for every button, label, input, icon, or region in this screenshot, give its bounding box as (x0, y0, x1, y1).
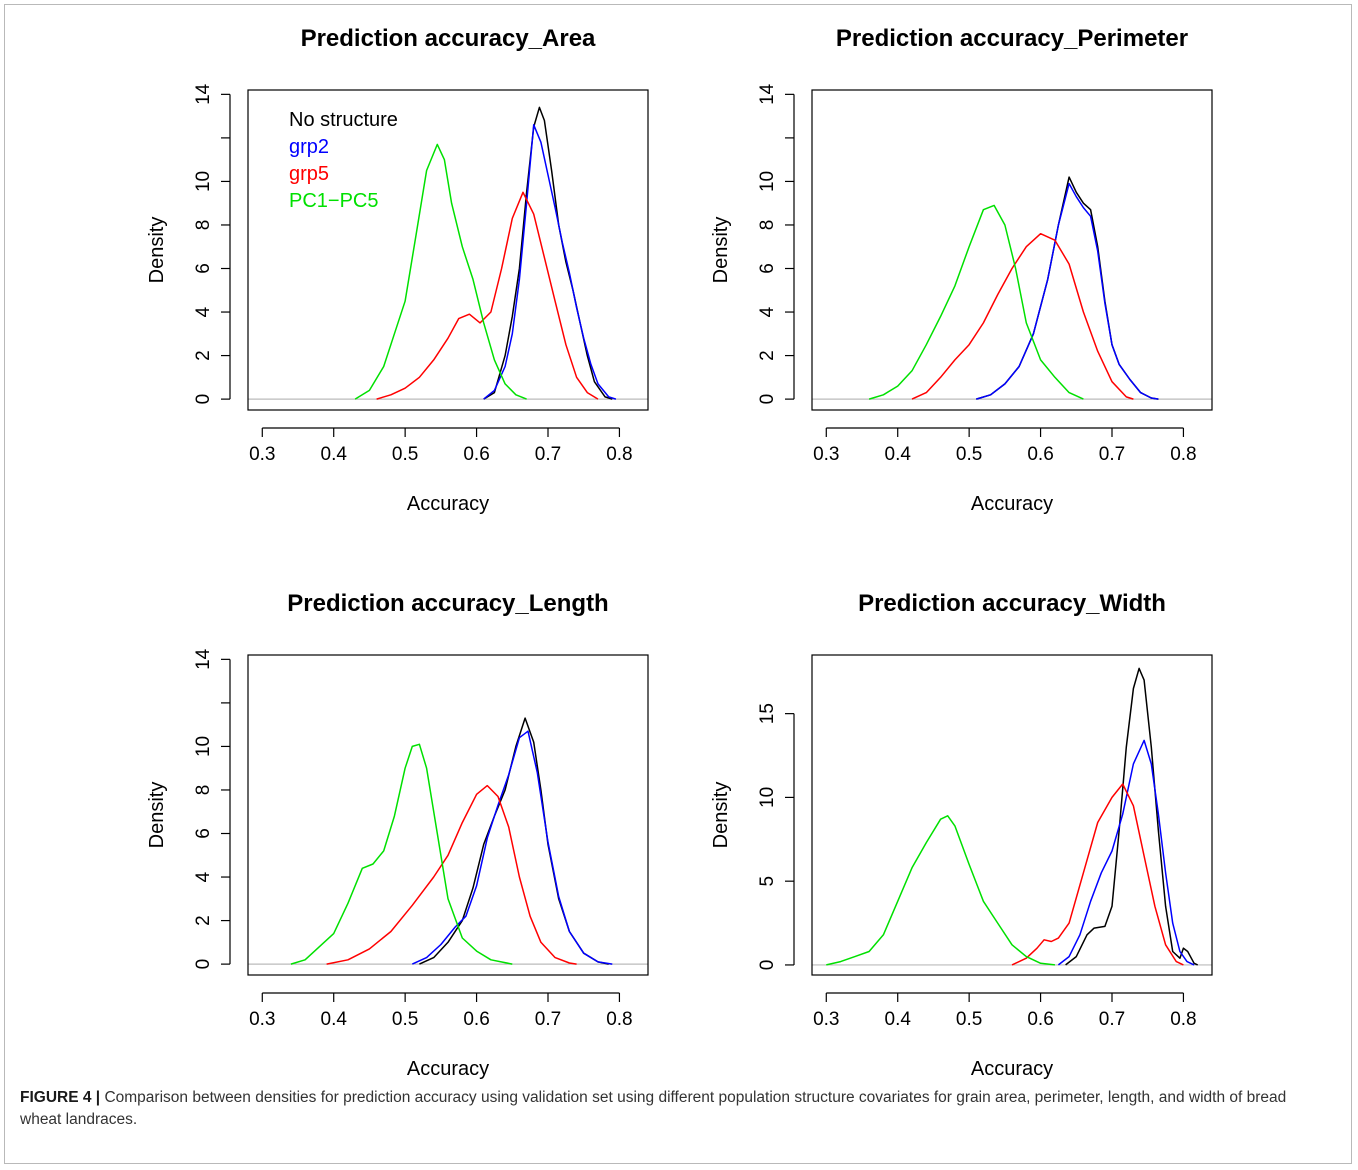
series-line-pc1-pc5 (868, 204, 1084, 400)
chart-panel-3: Prediction accuracy_Length 0.3 0.4 0.5 0.6 0.… (146, 590, 649, 1080)
x-tick-label: 0.8 (606, 1009, 632, 1030)
chart-panel-4: Prediction accuracy_Width 0.3 0.4 0.5 0.6 0.7… (710, 590, 1213, 1080)
x-tick-label: 0.8 (606, 444, 632, 465)
x-tick-label: 0.4 (885, 1009, 912, 1030)
y-tick-label: 14 (757, 83, 778, 105)
y-tick-label: 0 (757, 394, 778, 405)
y-tick-label: 6 (193, 828, 214, 839)
y-tick-label: 8 (193, 785, 214, 796)
x-tick-label: 0.3 (813, 444, 839, 465)
chart-panel-2: Prediction accuracy_Perimeter 0.3 0.4 0.5 0.… (710, 25, 1213, 515)
x-tick-label: 0.6 (463, 444, 489, 465)
series-line-grp2 (976, 182, 1159, 400)
x-tick-label: 0.4 (321, 1009, 348, 1030)
y-axis-label: Density (710, 217, 732, 284)
y-axis-label: Density (146, 217, 168, 284)
series-line-grp2 (1057, 739, 1195, 966)
series-line-pc1-pc5 (290, 743, 513, 965)
series-line-pc1-pc5 (826, 815, 1055, 966)
y-tick-label: 15 (757, 703, 778, 724)
x-tick-label: 0.7 (1099, 1009, 1125, 1030)
series-line-no-structure (976, 176, 1159, 400)
y-tick-label: 5 (757, 876, 778, 887)
y-tick-label: 10 (757, 787, 778, 808)
series-line-no-structure (483, 106, 613, 400)
plot-frame (247, 654, 649, 976)
y-tick-label: 0 (193, 959, 214, 970)
x-tick-label: 0.8 (1170, 1009, 1196, 1030)
x-tick-label: 0.6 (1027, 1009, 1053, 1030)
y-axis-label: Density (146, 782, 168, 849)
y-tick-label: 10 (757, 171, 778, 192)
series-line-grp2 (483, 124, 617, 400)
y-tick-label: 2 (193, 350, 214, 361)
y-tick-label: 0 (757, 960, 778, 971)
chart-title: Prediction accuracy_Width (858, 590, 1166, 617)
x-tick-label: 0.8 (1170, 444, 1196, 465)
figure-plots: Prediction accuracy_Area 0.3 0.4 0.5 0.6 0.7 0… (146, 25, 1213, 1080)
legend-entry: PC1−PC5 (289, 190, 379, 212)
series-line-grp5 (326, 784, 577, 965)
y-tick-label: 6 (757, 263, 778, 274)
x-axis-label: Accuracy (407, 493, 489, 515)
y-tick-label: 10 (193, 171, 214, 192)
x-tick-label: 0.6 (1027, 444, 1053, 465)
y-tick-label: 4 (193, 871, 214, 882)
x-tick-label: 0.5 (956, 1009, 982, 1030)
plot-frame (247, 89, 649, 411)
chart-title: Prediction accuracy_Perimeter (836, 25, 1188, 52)
y-tick-label: 4 (193, 306, 214, 317)
y-tick-label: 14 (193, 648, 214, 670)
x-tick-label: 0.6 (463, 1009, 489, 1030)
series-line-grp2 (411, 730, 613, 965)
y-tick-label: 8 (757, 220, 778, 231)
chart-panel-1: Prediction accuracy_Area 0.3 0.4 0.5 0.6 0.7 0… (146, 25, 649, 515)
plot-frame (811, 654, 1213, 976)
y-tick-label: 8 (193, 220, 214, 231)
series-line-pc1-pc5 (354, 143, 527, 400)
legend-entry: grp5 (289, 163, 329, 185)
x-tick-label: 0.4 (885, 444, 912, 465)
figure-caption: FIGURE 4 | Comparison between densities … (20, 1087, 1320, 1131)
x-tick-label: 0.3 (249, 444, 275, 465)
caption-label: FIGURE 4 | (20, 1089, 101, 1106)
x-tick-label: 0.5 (392, 1009, 418, 1030)
y-tick-label: 10 (193, 736, 214, 757)
y-tick-label: 14 (193, 83, 214, 105)
x-tick-label: 0.7 (535, 444, 561, 465)
x-axis-label: Accuracy (407, 1058, 489, 1080)
x-tick-label: 0.5 (956, 444, 982, 465)
y-axis-label: Density (710, 782, 732, 849)
x-tick-label: 0.3 (249, 1009, 275, 1030)
series-line-no-structure (1065, 667, 1199, 966)
caption-text: Comparison between densities for predict… (20, 1089, 1287, 1128)
legend: No structure grp2 grp5 PC1−PC5 (289, 109, 398, 212)
y-tick-label: 6 (193, 263, 214, 274)
y-tick-label: 4 (757, 306, 778, 317)
y-tick-label: 0 (193, 394, 214, 405)
x-tick-label: 0.5 (392, 444, 418, 465)
chart-title: Prediction accuracy_Area (301, 25, 596, 52)
x-tick-label: 0.7 (1099, 444, 1125, 465)
legend-entry: No structure (289, 109, 398, 131)
y-tick-label: 2 (193, 915, 214, 926)
y-tick-label: 2 (757, 350, 778, 361)
figure-frame (4, 4, 1352, 1164)
chart-title: Prediction accuracy_Length (287, 590, 608, 617)
x-axis-label: Accuracy (971, 1058, 1053, 1080)
plot-frame (811, 89, 1213, 411)
series-line-grp5 (1011, 783, 1184, 966)
series-line-grp5 (376, 191, 599, 400)
x-axis-label: Accuracy (971, 493, 1053, 515)
x-tick-label: 0.3 (813, 1009, 839, 1030)
series-line-grp5 (911, 232, 1134, 400)
legend-entry: grp2 (289, 136, 329, 158)
x-tick-label: 0.7 (535, 1009, 561, 1030)
x-tick-label: 0.4 (321, 444, 348, 465)
